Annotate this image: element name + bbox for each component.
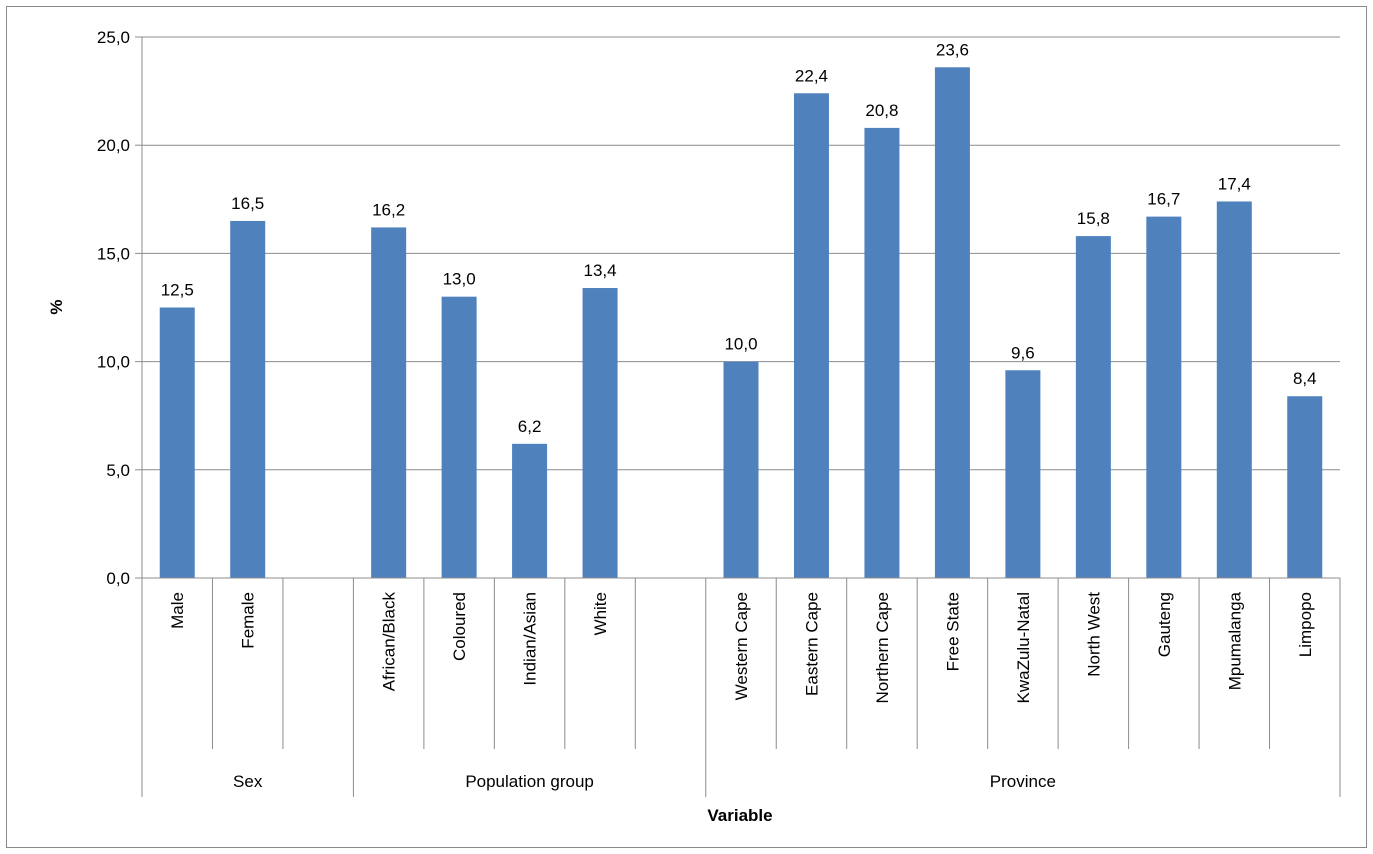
- category-label: Free State: [943, 592, 962, 671]
- data-label: 22,4: [795, 66, 828, 85]
- group-label: Sex: [233, 772, 263, 791]
- bar: [512, 443, 548, 578]
- data-label: 20,8: [865, 101, 898, 120]
- bar: [159, 307, 195, 578]
- category-label: Male: [168, 592, 187, 629]
- bar: [1287, 396, 1323, 578]
- category-label: Indian/Asian: [521, 592, 540, 686]
- data-label: 13,0: [443, 270, 476, 289]
- data-label: 17,4: [1218, 174, 1251, 193]
- bar: [1146, 216, 1182, 578]
- gridlines: [142, 36, 1340, 471]
- data-label: 16,2: [372, 200, 405, 219]
- bar: [1005, 370, 1041, 578]
- data-label: 16,5: [231, 194, 264, 213]
- y-tick-label: 25,0: [97, 28, 130, 47]
- data-label: 23,6: [936, 40, 969, 59]
- bar: [793, 93, 829, 578]
- bar: [441, 296, 477, 578]
- y-tick-label: 5,0: [106, 461, 130, 480]
- y-tick-label: 0,0: [106, 569, 130, 588]
- data-label: 10,0: [724, 335, 757, 354]
- y-axis-title: %: [47, 299, 66, 314]
- data-label: 12,5: [161, 281, 194, 300]
- category-label: Western Cape: [732, 592, 751, 700]
- bar: [864, 127, 900, 578]
- category-label: White: [591, 592, 610, 635]
- data-label: 9,6: [1011, 343, 1035, 362]
- chart-frame: [6, 6, 1367, 848]
- bar: [723, 361, 759, 578]
- category-label: African/Black: [380, 592, 399, 692]
- bar: [1216, 201, 1252, 579]
- category-label: Gauteng: [1155, 592, 1174, 657]
- data-label: 8,4: [1293, 369, 1317, 388]
- data-label: 6,2: [518, 417, 542, 436]
- category-label: North West: [1084, 592, 1103, 677]
- y-tick-label: 20,0: [97, 136, 130, 155]
- category-label: Northern Cape: [873, 592, 892, 704]
- category-label: Eastern Cape: [802, 592, 821, 696]
- group-label: Population group: [465, 772, 594, 791]
- bar: [1075, 236, 1111, 578]
- data-label: 15,8: [1077, 209, 1110, 228]
- axes: 0,0 5,0 10,0 15,0 20,0 25,0 Male Female African/…: [97, 28, 1341, 797]
- bar: [934, 67, 970, 579]
- category-label: Female: [239, 592, 258, 649]
- y-tick-label: 10,0: [97, 353, 130, 372]
- y-tick-label: 15,0: [97, 244, 130, 263]
- data-label: 13,4: [584, 261, 617, 280]
- bar: [582, 288, 618, 578]
- data-label: 16,7: [1147, 190, 1180, 209]
- category-label: KwaZulu-Natal: [1014, 592, 1033, 704]
- x-axis-title: Variable: [707, 806, 772, 825]
- bar: [371, 227, 407, 578]
- category-label: Coloured: [450, 592, 469, 661]
- category-label: Limpopo: [1296, 592, 1315, 657]
- bars: 12,5 16,5 16,2 13,0 6,2 13,4 10,0 22,4 20,8 23,6 9…: [159, 40, 1323, 579]
- group-label: Province: [990, 772, 1056, 791]
- category-label: Mpumalanga: [1225, 591, 1244, 690]
- bar: [230, 220, 266, 578]
